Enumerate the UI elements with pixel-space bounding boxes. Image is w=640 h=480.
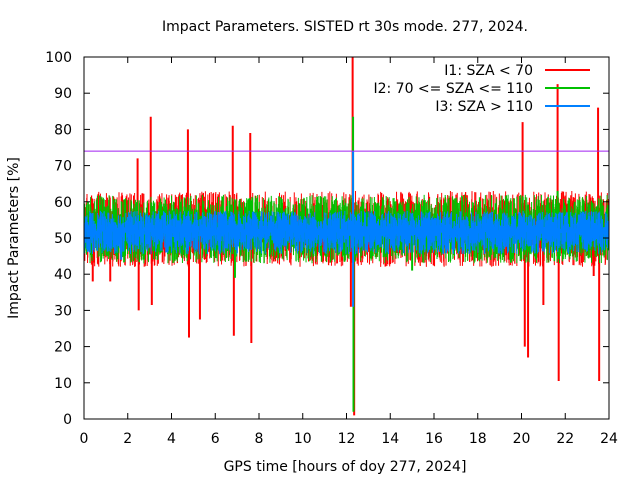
y-tick-label: 0 (63, 412, 72, 428)
x-tick-label: 6 (211, 431, 220, 447)
x-tick-label: 8 (255, 431, 264, 447)
y-tick-label: 80 (54, 122, 72, 138)
chart-title: Impact Parameters. SISTED rt 30s mode. 2… (162, 19, 528, 35)
x-tick-label: 2 (123, 431, 132, 447)
x-tick-label: 18 (469, 431, 487, 447)
x-tick-label: 24 (600, 431, 618, 447)
legend-label-1: I1: SZA < 70 (444, 63, 533, 79)
y-tick-label: 10 (54, 376, 72, 392)
x-tick-label: 10 (294, 431, 312, 447)
y-tick-label: 40 (54, 267, 72, 283)
y-tick-label: 90 (54, 86, 72, 102)
legend-label-2: I2: 70 <= SZA <= 110 (373, 81, 533, 97)
axes-layer: 0 2 4 6 8 10 12 14 16 18 20 22 240102030405060708090… (45, 50, 618, 447)
x-tick-label: 12 (338, 431, 356, 447)
y-tick-label: 100 (45, 50, 72, 66)
y-tick-label: 20 (54, 340, 72, 356)
x-tick-label: 4 (167, 431, 176, 447)
x-axis-label: GPS time [hours of doy 277, 2024] (224, 459, 467, 475)
x-tick-label: 20 (513, 431, 531, 447)
y-tick-label: 30 (54, 303, 72, 319)
chart-legend: I1: SZA < 70 I2: 70 <= SZA <= 110 I3: SZA … (373, 63, 590, 115)
legend-label-3: I3: SZA > 110 (435, 99, 533, 115)
y-axis-label: Impact Parameters [%] (6, 157, 22, 319)
x-tick-label: 0 (80, 431, 89, 447)
y-tick-label: 50 (54, 231, 72, 247)
x-tick-label: 14 (381, 431, 399, 447)
y-tick-label: 70 (54, 159, 72, 175)
x-tick-label: 22 (556, 431, 574, 447)
y-tick-label: 60 (54, 195, 72, 211)
x-tick-label: 16 (425, 431, 443, 447)
series-layer (83, 57, 610, 416)
